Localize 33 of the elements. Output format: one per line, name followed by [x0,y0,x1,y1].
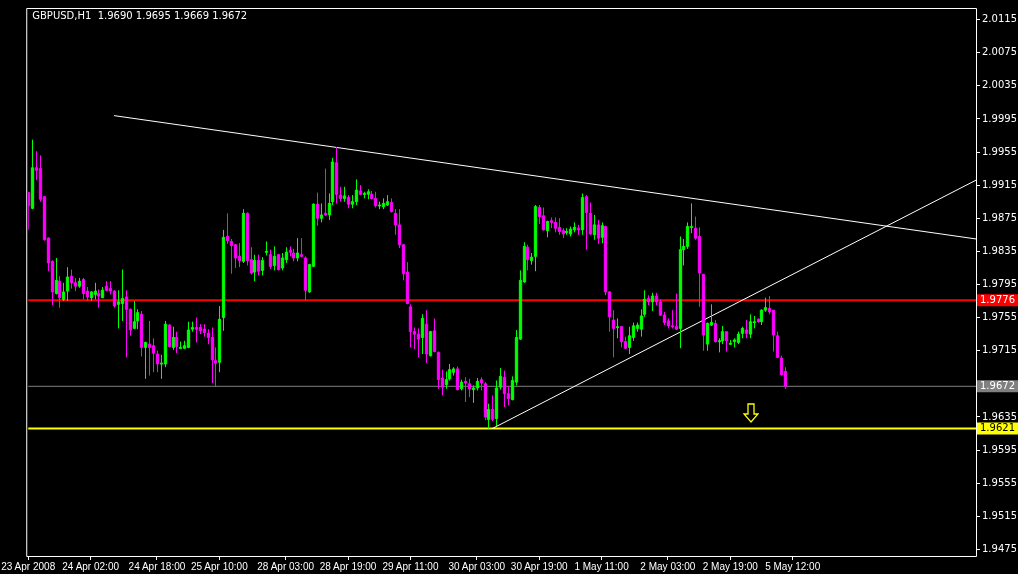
y-tick-label: 1.9555 [982,476,1017,488]
x-tick-label: 23 Apr 2008 [1,560,56,572]
x-tick-label: 28 Apr 03:00 [257,560,315,572]
x-tick-label: 2 May 03:00 [640,560,696,572]
y-tick-label: 1.9595 [982,443,1017,455]
y-tick-label: 1.9915 [982,178,1017,190]
y-tick-label: 1.9635 [982,410,1017,422]
chart-title: GBPUSD,H1 1.9690 1.9695 1.9669 1.9672 [32,9,248,21]
y-tick-label: 2.0035 [982,79,1017,91]
y-tick-label: 1.9515 [982,509,1017,521]
y-tick-label: 2.0115 [982,13,1017,25]
y-tick-label: 1.9955 [982,145,1017,157]
x-tick-label: 29 Apr 11:00 [382,560,439,572]
x-tick-label: 2 May 19:00 [702,560,759,572]
y-tick-label: 1.9795 [982,278,1017,290]
x-tick-label: 25 Apr 10:00 [191,560,249,572]
x-tick-label: 5 May 12:00 [765,560,821,572]
ref-line-label: 1.9621 [980,422,1015,434]
y-tick-label: 2.0075 [982,46,1017,58]
y-tick-label: 1.9995 [982,112,1017,124]
y-tick-label: 1.9755 [982,311,1017,323]
x-tick-label: 30 Apr 03:00 [448,560,506,572]
x-tick-label: 1 May 11:00 [574,560,630,572]
x-tick-label: 30 Apr 19:00 [510,560,568,572]
y-tick-label: 1.9875 [982,211,1017,223]
x-tick-label: 24 Apr 02:00 [62,560,120,572]
y-tick-label: 1.9715 [982,344,1017,356]
x-tick-label: 24 Apr 18:00 [128,560,186,572]
y-tick-label: 1.9475 [982,542,1017,554]
y-tick-label: 1.9835 [982,244,1017,256]
ref-line-label: 1.9672 [980,379,1015,391]
x-tick-label: 28 Apr 19:00 [319,560,377,572]
ref-line-label: 1.9776 [980,293,1015,305]
